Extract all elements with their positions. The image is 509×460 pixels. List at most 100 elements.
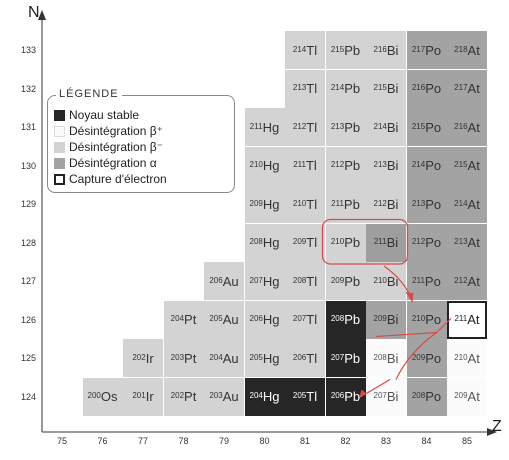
mass-number: 213 bbox=[373, 160, 387, 169]
mass-number: 209 bbox=[411, 352, 426, 362]
nuclide-cell-tl-210: 210 Tl bbox=[285, 185, 325, 223]
element-symbol: At bbox=[467, 119, 480, 135]
legend-title: LÉGENDE bbox=[56, 88, 122, 100]
nuclide-cell-at-217: 217 At bbox=[447, 69, 487, 108]
mass-number: 215 bbox=[411, 121, 426, 131]
element-symbol: At bbox=[467, 158, 480, 173]
nuclide-cell-po-209: 209 Po bbox=[406, 339, 447, 377]
nuclide-cell-au-203: 203 Au bbox=[204, 377, 244, 416]
mass-number: 204 bbox=[209, 352, 223, 362]
n-axis-label: N bbox=[28, 4, 40, 21]
mass-number: 211 bbox=[373, 237, 387, 246]
nuclide-cell-pt-204: 204 Pt bbox=[163, 300, 204, 339]
mass-number: 209 bbox=[454, 391, 468, 400]
n-tick-label: 125 bbox=[20, 353, 36, 363]
element-symbol: Po bbox=[425, 389, 442, 404]
element-symbol: Hg bbox=[262, 119, 280, 135]
element-symbol: Hg bbox=[262, 312, 280, 327]
mass-number: 213 bbox=[454, 237, 468, 246]
element-symbol: Tl bbox=[306, 42, 318, 58]
nuclide-cell-hg-204: 204 Hg bbox=[244, 377, 285, 416]
element-symbol: Ir bbox=[145, 350, 154, 366]
legend-label: Désintégration β⁺ bbox=[69, 124, 163, 138]
element-symbol: Pt bbox=[184, 389, 197, 404]
element-symbol: Tl bbox=[306, 312, 318, 327]
nuclide-cell-at-214: 214 At bbox=[447, 185, 487, 223]
nuclide-cell-pb-209: 209 Pb bbox=[325, 262, 366, 300]
mass-number: 208 bbox=[292, 275, 307, 285]
nuclide-cell-au-205: 205 Au bbox=[204, 300, 244, 339]
mass-number: 212 bbox=[373, 198, 387, 208]
mass-number: 216 bbox=[411, 83, 426, 92]
z-tick-label: 82 bbox=[340, 436, 351, 446]
z-tick-label: 84 bbox=[421, 436, 432, 446]
nuclide-cell-po-213: 213 Po bbox=[406, 185, 447, 223]
nuclide-cell-tl-205: 205 Tl bbox=[285, 377, 325, 416]
nuclide-cell-tl-212: 212 Tl bbox=[285, 108, 325, 146]
mass-number: 207 bbox=[330, 352, 345, 362]
legend-item: Noyau stable bbox=[54, 108, 139, 122]
nuclide-cell-tl-214: 214 Tl bbox=[285, 31, 325, 69]
nuclide-cell-tl-209: 209 Tl bbox=[285, 223, 325, 262]
mass-number: 208 bbox=[249, 237, 263, 246]
mass-number: 209 bbox=[373, 314, 387, 323]
legend: LÉGENDE Noyau stable Désintégration β⁺ Dés… bbox=[47, 88, 235, 193]
z-tick-label: 77 bbox=[137, 436, 148, 446]
element-symbol: Pb bbox=[344, 81, 361, 96]
mass-number: 202 bbox=[170, 391, 185, 400]
nuclide-cell-pb-210: 210 Pb bbox=[325, 223, 366, 262]
element-symbol: At bbox=[467, 350, 480, 366]
element-symbol: Pb bbox=[344, 273, 361, 289]
nuclide-cell-hg-209: 209 Hg bbox=[244, 185, 285, 223]
nuclide-cell-hg-207: 207 Hg bbox=[244, 262, 285, 300]
mass-number: 206 bbox=[209, 275, 223, 285]
element-symbol: Pb bbox=[344, 158, 361, 173]
element-symbol: Hg bbox=[262, 273, 280, 289]
mass-number: 210 bbox=[411, 314, 426, 323]
z-tick-label: 85 bbox=[461, 436, 472, 446]
element-symbol: Hg bbox=[262, 350, 280, 366]
element-symbol: Bi bbox=[386, 119, 399, 135]
mass-number: 209 bbox=[249, 198, 263, 208]
element-symbol: Hg bbox=[262, 389, 280, 404]
element-symbol: At bbox=[467, 81, 480, 96]
element-symbol: Po bbox=[425, 42, 442, 58]
mass-number: 214 bbox=[330, 83, 345, 92]
mass-number: 205 bbox=[292, 391, 307, 400]
nuclide-cell-bi-209: 209 Bi bbox=[366, 300, 406, 339]
mass-number: 210 bbox=[373, 275, 387, 285]
element-symbol: Pb bbox=[344, 119, 361, 135]
nuclide-cell-bi-212: 212 Bi bbox=[366, 185, 406, 223]
mass-number: 207 bbox=[373, 391, 387, 400]
nuclide-cell-pt-203: 203 Pt bbox=[163, 339, 204, 377]
nuclide-cell-at-209: 209 At bbox=[447, 377, 487, 416]
mass-number: 203 bbox=[170, 352, 185, 362]
nuclide-cell-at-213: 213 At bbox=[447, 223, 487, 262]
legend-swatch-icon bbox=[54, 173, 65, 185]
nuclide-cell-hg-211: 211 Hg bbox=[244, 108, 285, 146]
mass-number: 201 bbox=[132, 391, 146, 400]
legend-item: Désintégration β⁻ bbox=[54, 140, 163, 154]
z-tick-label: 76 bbox=[97, 436, 108, 446]
nuclide-cell-po-208: 208 Po bbox=[406, 377, 447, 416]
element-symbol: Pt bbox=[184, 312, 197, 327]
n-tick-label: 131 bbox=[20, 122, 36, 132]
z-tick-label: 81 bbox=[299, 436, 310, 446]
element-symbol: At bbox=[467, 312, 480, 327]
element-symbol: Tl bbox=[305, 158, 317, 173]
n-tick-label: 128 bbox=[20, 237, 36, 248]
nuclide-cell-au-206: 206 Au bbox=[204, 262, 244, 300]
nuclide-cell-pt-202: 202 Pt bbox=[163, 377, 204, 416]
element-symbol: At bbox=[467, 273, 480, 289]
mass-number: 208 bbox=[330, 314, 345, 323]
mass-number: 200 bbox=[87, 391, 101, 400]
mass-number: 207 bbox=[292, 314, 307, 323]
nuclide-cell-tl-208: 208 Tl bbox=[285, 262, 325, 300]
mass-number: 211 bbox=[412, 275, 425, 285]
n-tick-label: 126 bbox=[20, 314, 36, 325]
element-symbol: Tl bbox=[306, 235, 318, 250]
nuclide-cell-bi-215: 215 Bi bbox=[366, 69, 406, 108]
nuclide-cell-hg-208: 208 Hg bbox=[244, 223, 285, 262]
element-symbol: Pb bbox=[344, 312, 361, 327]
n-tick-label: 133 bbox=[20, 45, 36, 55]
